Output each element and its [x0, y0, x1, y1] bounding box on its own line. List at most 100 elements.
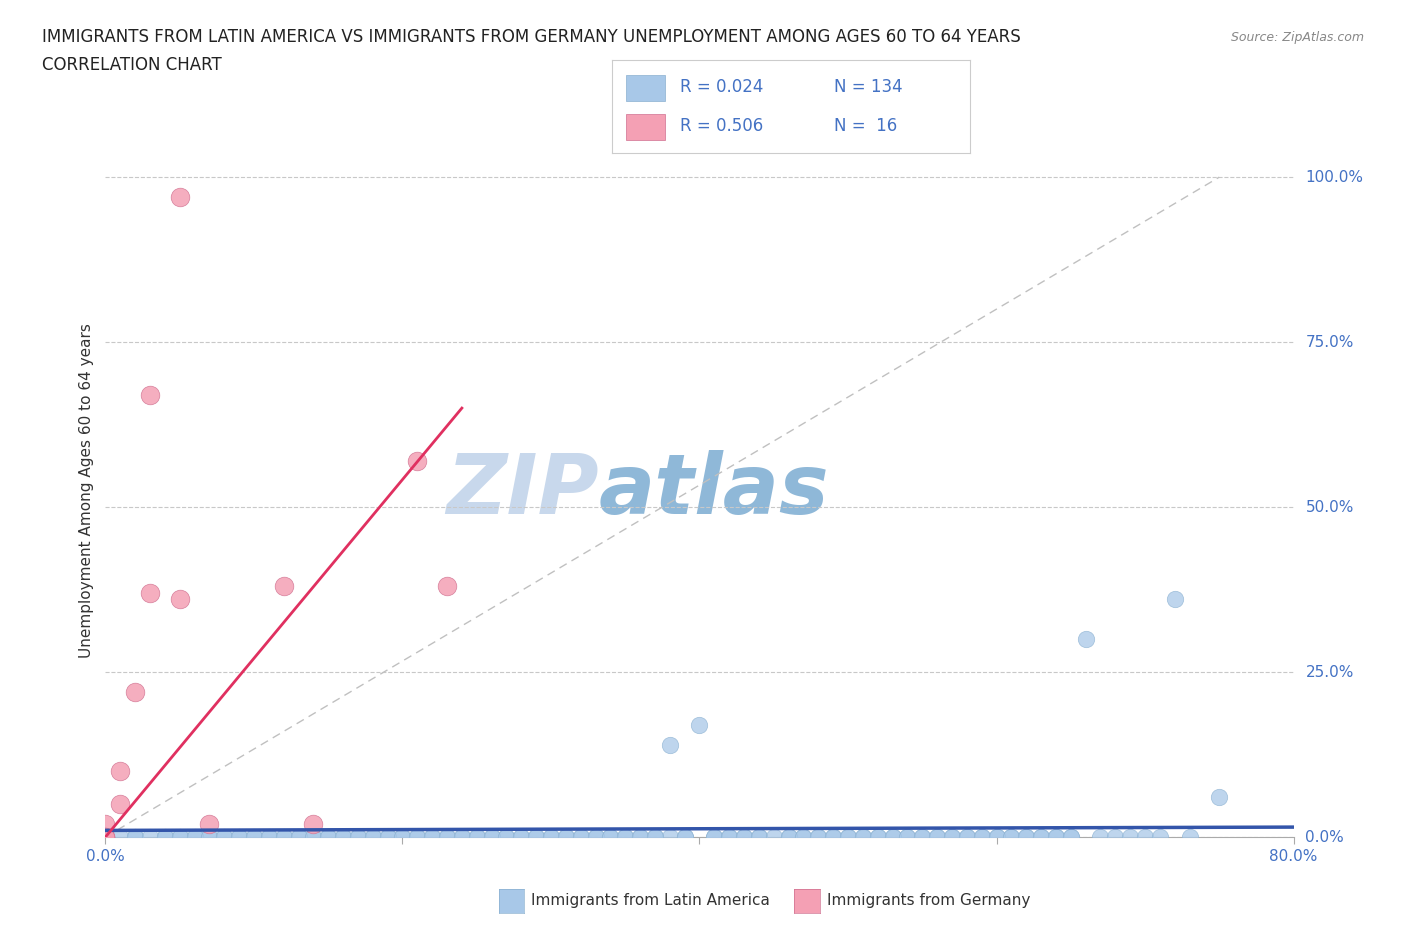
Point [257, 830, 280, 844]
Point [1074, 631, 1097, 646]
Point [689, 717, 711, 732]
Point [183, 830, 205, 844]
Point [228, 830, 250, 844]
Point [169, 592, 191, 607]
Point [124, 830, 146, 844]
Point [956, 830, 979, 844]
Point [837, 830, 859, 844]
Point [614, 830, 637, 844]
Point [510, 830, 533, 844]
Y-axis label: Unemployment Among Ages 60 to 64 years: Unemployment Among Ages 60 to 64 years [79, 323, 94, 658]
Point [332, 830, 354, 844]
Point [214, 830, 236, 844]
Point [481, 830, 503, 844]
Point [1015, 830, 1038, 844]
Point [1029, 830, 1052, 844]
Point [807, 830, 830, 844]
Point [436, 578, 458, 593]
Text: N =  16: N = 16 [834, 117, 897, 136]
Point [778, 830, 800, 844]
Point [450, 830, 472, 844]
Point [792, 830, 814, 844]
Point [762, 830, 785, 844]
Point [1090, 830, 1112, 844]
Point [273, 578, 295, 593]
Point [198, 830, 221, 844]
Text: R = 0.024: R = 0.024 [679, 78, 763, 97]
Point [273, 830, 295, 844]
Point [481, 830, 503, 844]
Point [1119, 830, 1142, 844]
Text: 50.0%: 50.0% [1305, 499, 1354, 514]
Point [733, 830, 755, 844]
Text: N = 134: N = 134 [834, 78, 903, 97]
Text: IMMIGRANTS FROM LATIN AMERICA VS IMMIGRANTS FROM GERMANY UNEMPLOYMENT AMONG AGES: IMMIGRANTS FROM LATIN AMERICA VS IMMIGRA… [42, 28, 1021, 46]
Text: 0.0%: 0.0% [1305, 830, 1344, 844]
Point [703, 830, 725, 844]
Point [941, 830, 963, 844]
Point [1060, 830, 1083, 844]
Point [436, 830, 458, 844]
Point [110, 797, 132, 812]
Point [852, 830, 875, 844]
Text: ZIP: ZIP [446, 450, 599, 531]
Point [1104, 830, 1126, 844]
Point [94, 830, 117, 844]
Point [302, 817, 325, 831]
Point [94, 830, 117, 844]
Point [673, 830, 696, 844]
Text: 100.0%: 100.0% [1305, 169, 1364, 185]
Point [1060, 830, 1083, 844]
Point [406, 830, 429, 844]
Point [139, 830, 162, 844]
Text: 25.0%: 25.0% [1305, 665, 1354, 680]
Text: Source: ZipAtlas.com: Source: ZipAtlas.com [1230, 31, 1364, 44]
Point [718, 830, 741, 844]
Point [733, 830, 755, 844]
Point [569, 830, 592, 844]
Point [243, 830, 266, 844]
Point [540, 830, 562, 844]
Point [450, 830, 472, 844]
Point [377, 830, 399, 844]
Point [628, 830, 651, 844]
Point [110, 830, 132, 844]
Point [927, 830, 949, 844]
Point [837, 830, 859, 844]
FancyBboxPatch shape [626, 75, 665, 101]
Point [911, 830, 934, 844]
Point [1149, 830, 1171, 844]
Point [1000, 830, 1022, 844]
Text: 75.0%: 75.0% [1305, 335, 1354, 350]
Point [703, 830, 725, 844]
Point [585, 830, 607, 844]
Point [332, 830, 354, 844]
Point [169, 190, 191, 205]
Point [361, 830, 384, 844]
Point [198, 830, 221, 844]
Point [970, 830, 993, 844]
Point [1164, 592, 1187, 607]
Point [540, 830, 562, 844]
Point [882, 830, 904, 844]
Text: Immigrants from Germany: Immigrants from Germany [827, 893, 1031, 908]
Point [287, 830, 309, 844]
Point [524, 830, 547, 844]
Point [273, 830, 295, 844]
Point [748, 830, 770, 844]
Point [495, 830, 517, 844]
Point [986, 830, 1008, 844]
Point [569, 830, 592, 844]
Point [316, 830, 339, 844]
Point [628, 830, 651, 844]
Point [347, 830, 370, 844]
Point [658, 737, 681, 752]
Point [495, 830, 517, 844]
Point [807, 830, 830, 844]
Point [406, 454, 429, 469]
Point [778, 830, 800, 844]
Point [169, 830, 191, 844]
Point [896, 830, 918, 844]
Point [420, 830, 443, 844]
Point [956, 830, 979, 844]
